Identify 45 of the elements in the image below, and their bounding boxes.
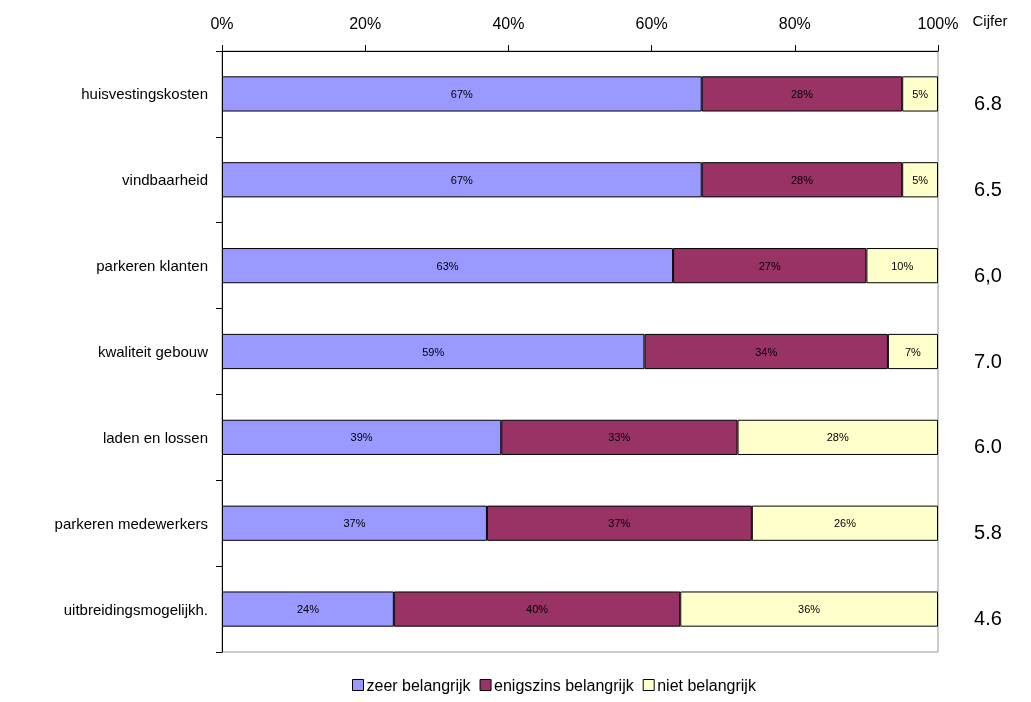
x-tick-label: 100% [917,14,959,32]
y-tick-label: laden en lossen [102,428,208,446]
data-label: 24% [296,603,320,616]
data-label: 28% [790,87,814,100]
data-label: 5% [912,87,929,100]
data-label: 40% [526,603,549,616]
data-label: 37% [343,517,366,530]
y-tick-label: parkeren medewerkers [54,514,208,532]
text: 7.0 [974,349,1002,372]
text: 6.8 [974,91,1002,114]
data-label: 63% [436,259,459,272]
x-tick-label: 20% [349,14,382,32]
data-label: 39% [350,431,373,444]
data-label: 28% [826,431,849,444]
text: 6.5 [974,177,1002,200]
data-label: 59% [422,345,445,358]
data-label: 34% [755,345,778,358]
data-label: 26% [833,517,857,530]
data-label: 5% [912,173,929,186]
text: Cijfer [972,11,1008,29]
legend-label: zeer belangrijk [366,676,472,694]
data-label: 10% [891,259,914,272]
y-tick-label: parkeren klanten [96,257,208,275]
data-label: 36% [798,603,821,616]
x-tick-label: 80% [778,14,811,32]
text: 6,0 [974,263,1002,286]
y-tick-label: vindbaarheid [122,171,208,189]
data-label: 67% [450,173,474,186]
data-label: 7% [904,345,922,358]
legend-label: enigszins belangrijk [494,676,635,694]
data-label: 37% [608,517,631,530]
legend-label: niet belangrijk [657,676,757,694]
text: 6.0 [974,435,1002,458]
y-tick-label: uitbreidingsmogelijkh. [63,600,208,618]
text: 5.8 [974,521,1002,544]
x-tick-label: 0% [210,14,234,32]
text: 4.6 [974,607,1002,630]
data-label: 33% [608,431,631,444]
x-tick-label: 40% [492,14,525,32]
data-label: 27% [758,259,781,272]
data-label: 28% [790,173,814,186]
y-tick-label: kwaliteit gebouw [97,343,209,360]
data-label: 67% [450,87,474,100]
x-tick-label: 60% [635,14,668,32]
y-tick-label: huisvestingskosten [81,85,208,103]
